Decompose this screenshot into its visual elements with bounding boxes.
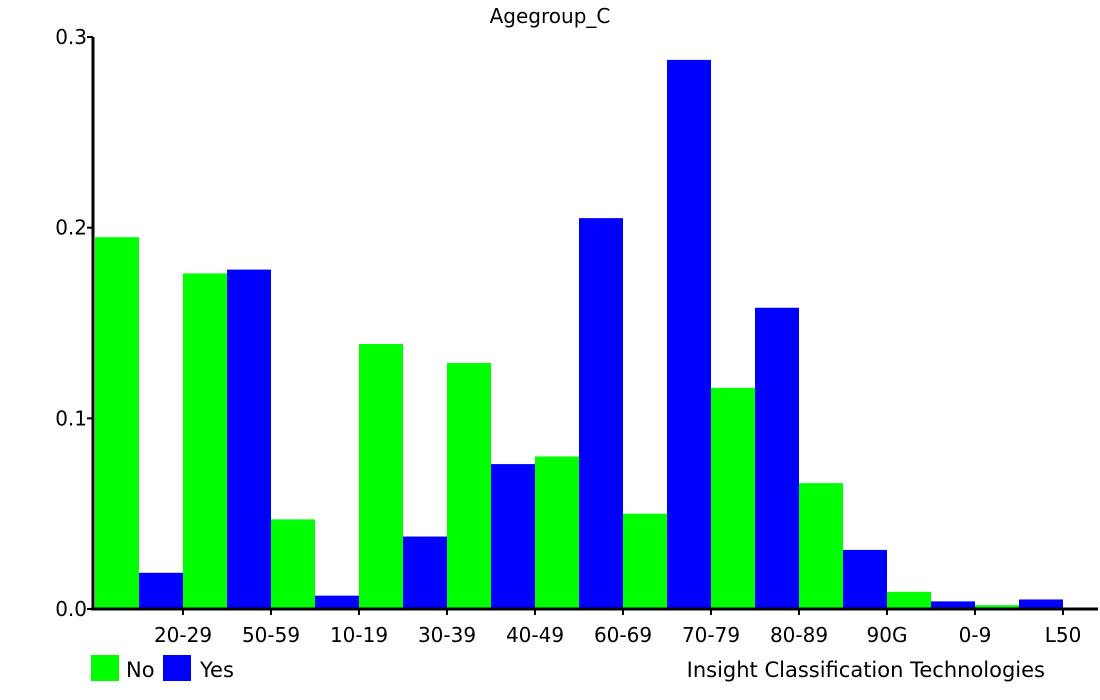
x-tick-label: 30-39 <box>418 623 476 647</box>
x-tick-label: 40-49 <box>506 623 564 647</box>
bar-no-80-89 <box>711 387 755 609</box>
chart-title: Agegroup_C <box>490 4 611 28</box>
x-tick-label: 90G <box>867 623 908 647</box>
bar-no-40-49 <box>447 363 491 609</box>
bar-yes-50-59 <box>227 269 271 609</box>
bar-no-90G <box>799 483 843 609</box>
axes-layer: 0.0 0.1 0.2 0.3 20-29 50-59 10-19 30-39 40-49 60-… <box>55 25 1098 647</box>
legend-swatch-yes <box>163 655 191 681</box>
legend-label-yes: Yes <box>199 658 234 682</box>
bar-yes-40-49 <box>491 464 535 609</box>
bar-yes-30-39 <box>403 536 447 609</box>
x-tick-label: 60-69 <box>594 623 652 647</box>
x-tick-label: 0-9 <box>959 623 992 647</box>
credit-text: Insight Classification Technologies <box>687 658 1045 682</box>
x-tick-label: 80-89 <box>770 623 828 647</box>
y-tick-label: 0.2 <box>55 216 87 240</box>
y-tick-label: 0.0 <box>55 597 87 621</box>
y-tick-label: 0.3 <box>55 25 87 49</box>
x-tick-label: 70-79 <box>682 623 740 647</box>
legend: No Yes <box>91 655 234 682</box>
bar-no-50-59 <box>183 273 227 609</box>
bar-no-30-39 <box>359 343 403 609</box>
bars-layer <box>95 59 1063 609</box>
x-tick-label: 10-19 <box>330 623 388 647</box>
bar-no-20-29 <box>95 237 139 609</box>
bar-no-70-79 <box>623 513 667 609</box>
x-tick-label: 20-29 <box>154 623 212 647</box>
y-tick-label: 0.1 <box>55 406 87 430</box>
bar-yes-70-79 <box>667 59 711 609</box>
legend-swatch-no <box>91 655 119 681</box>
x-tick-label: 50-59 <box>242 623 300 647</box>
bar-yes-80-89 <box>755 307 799 609</box>
x-tick-label: L50 <box>1045 623 1082 647</box>
bar-yes-20-29 <box>139 572 183 609</box>
bar-no-L50 <box>975 605 1019 609</box>
bar-yes-L50 <box>1019 599 1063 609</box>
legend-label-no: No <box>126 658 155 682</box>
bar-yes-60-69 <box>579 218 623 609</box>
bar-yes-90G <box>843 549 887 609</box>
bar-no-0-9 <box>887 591 931 609</box>
bar-yes-0-9 <box>931 601 975 609</box>
bar-no-60-69 <box>535 456 579 609</box>
bar-no-10-19 <box>271 519 315 609</box>
bar-yes-10-19 <box>315 595 359 609</box>
